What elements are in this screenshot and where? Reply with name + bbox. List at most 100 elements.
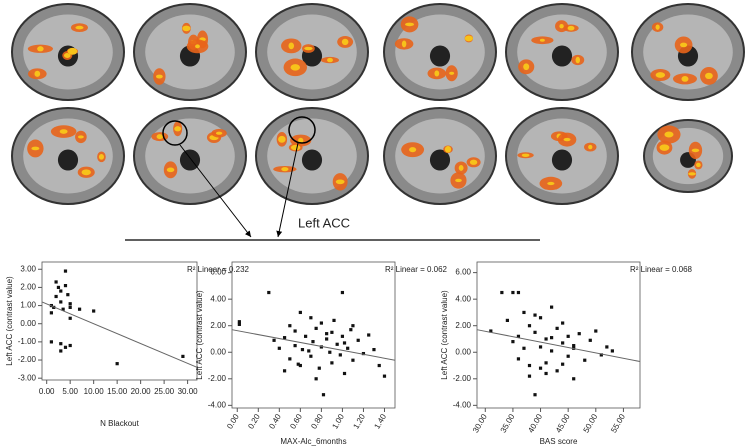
y-tick-label: -2.00: [453, 374, 472, 383]
y-tick-label: 1.00: [20, 301, 36, 310]
activation-core: [691, 148, 700, 153]
point: [237, 322, 241, 326]
activation-core: [298, 137, 304, 144]
point: [351, 358, 355, 362]
point: [267, 290, 271, 295]
activation-core: [539, 38, 545, 42]
x-tick-label: 0.00: [39, 387, 55, 396]
activation-core: [77, 135, 84, 139]
roi-circle: [162, 120, 188, 146]
y-tick-label: -1.00: [18, 337, 37, 346]
point: [298, 363, 302, 368]
roi-circle: [288, 116, 316, 144]
point: [340, 290, 345, 295]
activation-core: [288, 42, 295, 50]
point: [288, 357, 292, 361]
point: [272, 338, 276, 342]
point: [282, 369, 287, 373]
point: [382, 374, 387, 378]
x-tick-label: 0.00: [225, 412, 241, 430]
x-tick-label: 0.20: [246, 412, 262, 430]
point: [307, 349, 311, 353]
point: [328, 350, 332, 354]
point: [538, 316, 543, 320]
y-axis-label: Left ACC (contrast value): [440, 290, 449, 380]
point: [56, 285, 61, 290]
ventricle: [301, 149, 323, 171]
activation-core: [681, 75, 689, 82]
point: [533, 393, 537, 397]
point: [538, 345, 543, 349]
ventricle: [57, 149, 79, 171]
activation-core: [563, 137, 571, 142]
point: [66, 293, 70, 297]
point: [527, 374, 532, 378]
r2-annotation: R² Linear = 0.068: [630, 265, 693, 274]
x-axis-label: N Blackout: [100, 419, 139, 428]
point: [516, 357, 521, 361]
point: [304, 334, 308, 338]
point: [599, 353, 603, 357]
activation-core: [281, 167, 289, 172]
x-tick-label: 1.00: [330, 412, 346, 430]
point: [555, 369, 559, 373]
point: [549, 305, 554, 309]
activation-core: [31, 146, 40, 151]
point: [544, 371, 548, 376]
activation-core: [174, 126, 182, 132]
point: [61, 307, 65, 311]
y-tick-label: 6.00: [455, 268, 471, 277]
point: [372, 348, 376, 352]
point: [511, 290, 515, 295]
point: [555, 326, 559, 330]
activation-core: [75, 25, 84, 30]
activation-core: [34, 70, 41, 77]
ventricle: [429, 149, 451, 171]
x-tick-label: 10.00: [84, 387, 105, 396]
activation-core: [455, 178, 462, 183]
point: [522, 346, 526, 350]
y-tick-label: 0.00: [455, 347, 471, 356]
point: [68, 316, 72, 320]
point: [54, 280, 58, 284]
point: [314, 377, 318, 381]
point: [311, 340, 315, 344]
activation-core: [409, 147, 417, 153]
point: [342, 341, 347, 345]
point: [561, 362, 565, 366]
activation-core: [655, 72, 666, 78]
point: [277, 346, 281, 350]
point: [544, 337, 548, 341]
y-tick-label: 6.00: [210, 268, 226, 277]
plot-frame: [476, 261, 641, 409]
x-axis-label: BAS score: [540, 437, 578, 446]
point: [332, 318, 336, 322]
point: [511, 340, 515, 344]
activation-core: [444, 145, 452, 153]
point: [293, 329, 297, 333]
x-tick-label: 55.00: [609, 412, 627, 434]
activation-core: [688, 172, 696, 176]
point: [92, 309, 96, 313]
activation-core: [655, 24, 660, 30]
activation-core: [156, 134, 163, 140]
point: [115, 362, 119, 366]
x-tick-label: 1.40: [372, 412, 388, 430]
point: [68, 302, 72, 306]
activation-core: [458, 165, 464, 171]
activation-core: [521, 153, 530, 157]
point: [533, 313, 537, 317]
activation-core: [155, 74, 163, 79]
x-tick-label: 45.00: [554, 412, 572, 434]
point: [516, 334, 521, 338]
point: [314, 326, 318, 330]
point: [527, 324, 532, 328]
point: [561, 341, 565, 345]
point: [583, 358, 587, 362]
activation-core: [434, 70, 440, 77]
x-tick-label: 1.20: [351, 412, 367, 430]
fit-line: [476, 329, 641, 363]
plot-frame: [41, 261, 198, 381]
ventricle: [551, 149, 573, 171]
